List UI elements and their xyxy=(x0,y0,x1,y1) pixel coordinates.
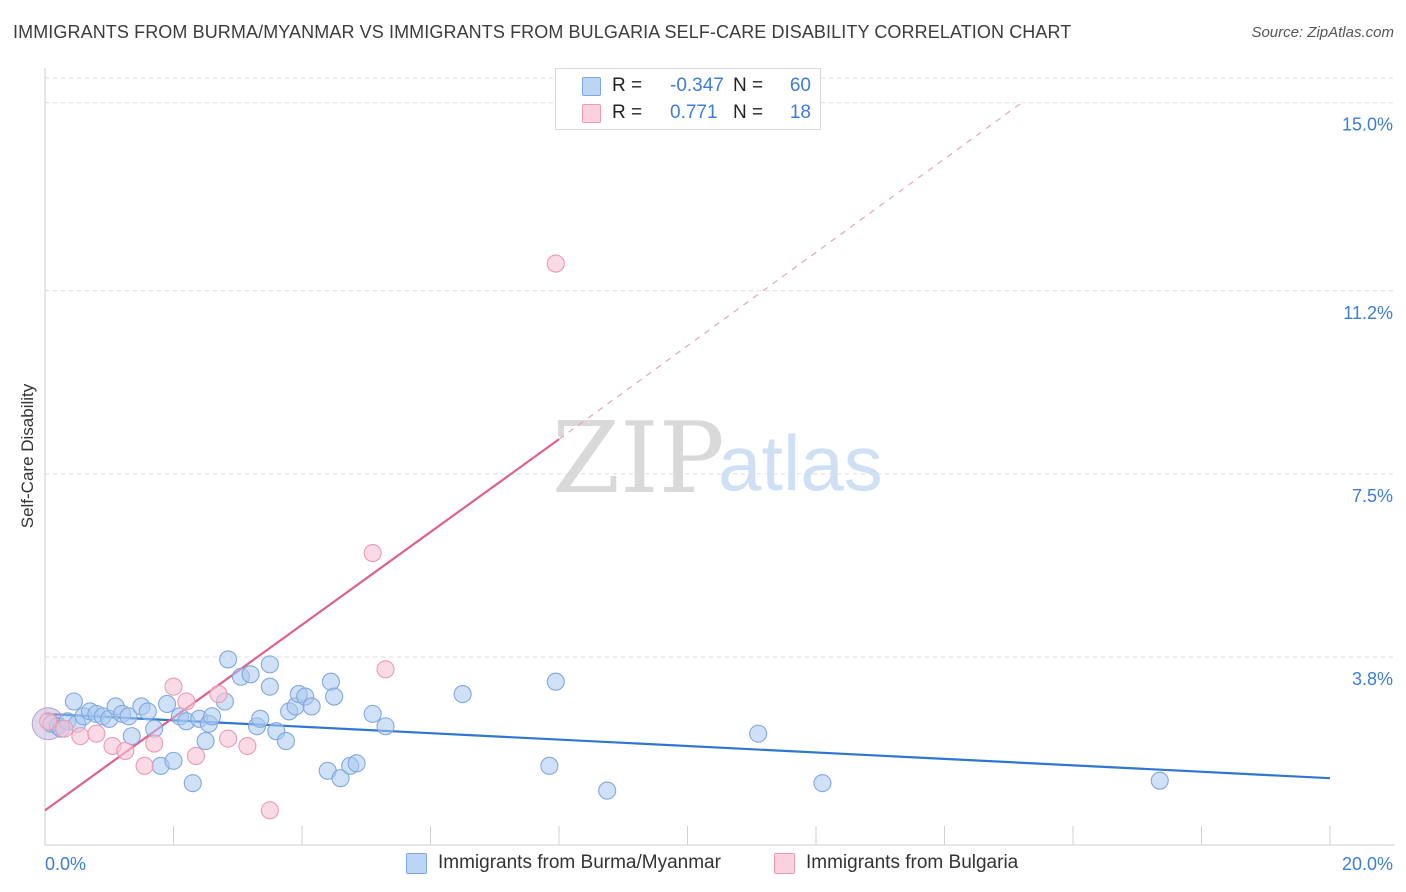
data-point-burma xyxy=(138,702,157,721)
data-point-burma xyxy=(363,704,382,723)
data-point-bulgaria xyxy=(546,254,565,273)
legend-n-label: N = xyxy=(733,75,764,96)
legend-n-value: 18 xyxy=(789,102,811,123)
watermark: ZIP atlas xyxy=(552,402,883,516)
data-point-burma xyxy=(64,692,83,711)
data-point-burma xyxy=(347,754,366,773)
legend-label-burma: Immigrants from Burma/Myanmar xyxy=(438,852,721,873)
source-label: Source: ZipAtlas.com xyxy=(1251,24,1394,41)
x-tick-label: 20.0% xyxy=(1342,854,1393,874)
data-point-burma xyxy=(260,677,279,696)
data-point-burma xyxy=(251,709,270,728)
legend-swatch-pink xyxy=(774,853,795,874)
y-tick-label: 7.5% xyxy=(1352,486,1393,506)
data-point-burma xyxy=(260,655,279,674)
legend-swatch-blue xyxy=(582,77,601,96)
data-point-burma xyxy=(158,694,177,714)
data-point-burma xyxy=(203,707,222,726)
data-points xyxy=(31,254,1169,820)
data-point-burma xyxy=(183,774,202,793)
trend-line-bulgaria-extension xyxy=(558,102,1022,440)
legend-r-label: R = xyxy=(612,102,643,123)
legend-swatch-blue xyxy=(406,853,427,874)
data-point-burma xyxy=(546,672,565,691)
legend-r-value: 0.771 xyxy=(670,102,718,123)
data-point-bulgaria xyxy=(186,746,206,765)
data-point-burma xyxy=(598,781,617,800)
data-point-burma xyxy=(302,697,321,716)
gridlines xyxy=(45,77,1395,658)
data-point-burma xyxy=(196,732,215,751)
data-point-burma xyxy=(325,687,344,706)
tick-labels: 3.8% 7.5% 11.2% 15.0% 0.0% 20.0% xyxy=(45,115,1393,874)
data-point-burma xyxy=(749,724,768,743)
data-point-bulgaria xyxy=(177,692,196,711)
correlation-legend: R = -0.347 N = 60 R = 0.771 N = 18 xyxy=(555,68,821,130)
data-point-burma xyxy=(276,732,295,751)
legend-n-label: N = xyxy=(733,102,764,123)
data-point-burma xyxy=(1150,771,1169,790)
chart-title: IMMIGRANTS FROM BURMA/MYANMAR VS IMMIGRA… xyxy=(13,22,1072,42)
legend-r-label: R = xyxy=(612,75,643,96)
data-point-burma xyxy=(813,774,832,793)
data-point-burma xyxy=(119,707,138,726)
data-point-bulgaria xyxy=(135,756,154,775)
watermark-atlas: atlas xyxy=(718,419,883,507)
data-point-burma xyxy=(540,756,559,775)
y-tick-label: 11.2% xyxy=(1343,303,1393,323)
data-point-burma xyxy=(219,650,238,669)
data-point-bulgaria xyxy=(39,712,58,731)
data-point-bulgaria xyxy=(145,734,164,753)
legend-swatch-pink xyxy=(582,104,601,123)
data-point-bulgaria xyxy=(238,736,257,756)
x-tick-label: 0.0% xyxy=(45,854,86,874)
y-tick-label: 3.8% xyxy=(1352,669,1393,689)
data-point-burma xyxy=(164,751,183,770)
data-point-bulgaria xyxy=(363,543,382,563)
axes xyxy=(44,68,1395,846)
watermark-zip: ZIP xyxy=(552,402,725,516)
data-point-bulgaria xyxy=(376,660,395,679)
trend-line-burma xyxy=(44,712,1331,780)
y-axis-label: Self-Care Disability xyxy=(18,383,37,529)
data-point-burma xyxy=(241,665,260,684)
legend-label-bulgaria: Immigrants from Bulgaria xyxy=(806,852,1019,873)
data-point-bulgaria xyxy=(260,801,279,820)
data-point-bulgaria xyxy=(164,677,183,696)
data-point-burma xyxy=(376,717,395,736)
data-point-bulgaria xyxy=(55,719,74,738)
y-tick-label: 15.0% xyxy=(1342,115,1393,135)
data-point-bulgaria xyxy=(87,724,106,743)
data-point-bulgaria xyxy=(116,741,135,761)
data-point-bulgaria xyxy=(209,685,228,704)
data-point-bulgaria xyxy=(219,729,238,748)
data-point-burma xyxy=(453,685,472,704)
data-point-burma xyxy=(321,672,340,691)
legend-r-value: -0.347 xyxy=(670,75,724,96)
legend-n-value: 60 xyxy=(789,75,811,96)
data-point-bulgaria xyxy=(71,727,90,746)
data-point-burma xyxy=(331,769,350,788)
